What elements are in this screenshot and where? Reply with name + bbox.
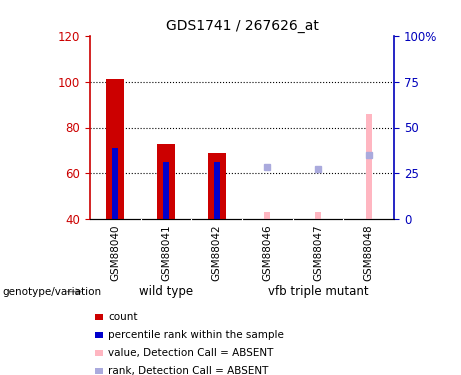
Text: rank, Detection Call = ABSENT: rank, Detection Call = ABSENT [108, 366, 269, 375]
Text: wild type: wild type [139, 285, 193, 298]
Bar [213, 162, 220, 219]
Text: percentile rank within the sample: percentile rank within the sample [108, 330, 284, 340]
Bar [106, 79, 124, 219]
Text: GSM88042: GSM88042 [212, 224, 222, 280]
Text: GSM88041: GSM88041 [161, 224, 171, 280]
Text: count: count [108, 312, 138, 322]
Text: GSM88046: GSM88046 [262, 224, 272, 280]
Text: vfb triple mutant: vfb triple mutant [268, 285, 368, 298]
Text: GSM88047: GSM88047 [313, 224, 323, 280]
Text: GSM88048: GSM88048 [364, 224, 374, 280]
Text: GSM88040: GSM88040 [110, 224, 120, 280]
Bar [366, 114, 372, 219]
Title: GDS1741 / 267626_at: GDS1741 / 267626_at [165, 19, 319, 33]
Bar [264, 213, 271, 219]
Bar [112, 148, 118, 219]
Bar [163, 162, 169, 219]
Text: genotype/variation: genotype/variation [2, 286, 101, 297]
Bar [157, 144, 175, 219]
Text: value, Detection Call = ABSENT: value, Detection Call = ABSENT [108, 348, 274, 358]
Bar [315, 213, 321, 219]
Bar [208, 153, 225, 219]
